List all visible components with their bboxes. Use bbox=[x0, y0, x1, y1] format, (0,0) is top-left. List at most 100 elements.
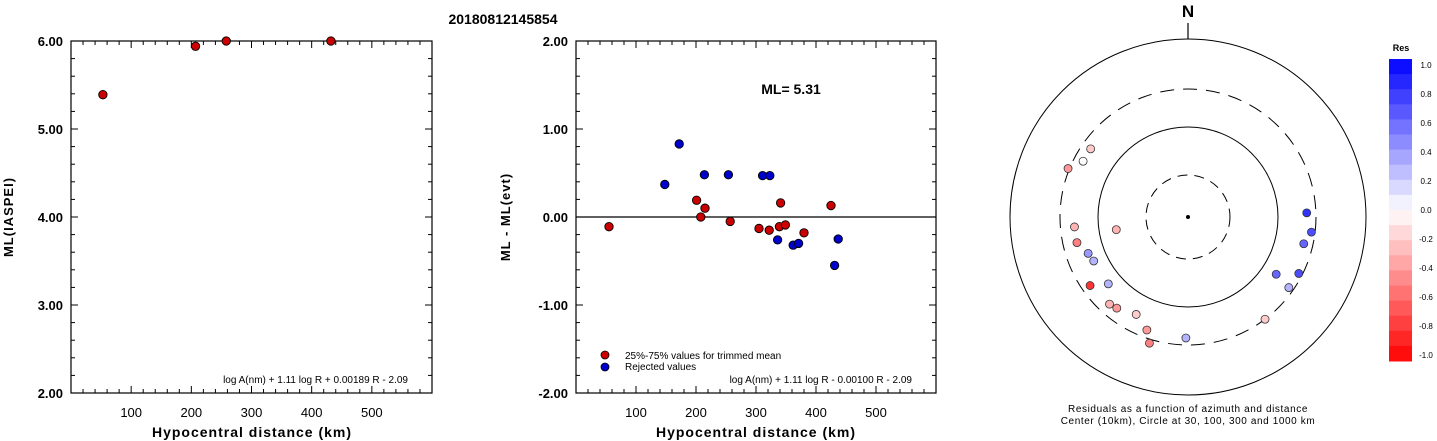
colorbar-cell bbox=[1389, 345, 1412, 362]
polar-data-point bbox=[1260, 314, 1270, 324]
legend-trimmed-marker bbox=[600, 350, 610, 360]
panel2-data-point bbox=[775, 198, 786, 208]
colorbar-tick-label: 0.6 bbox=[1420, 119, 1432, 128]
panel2-xlabel: Hypocentral distance (km) bbox=[656, 424, 856, 440]
residual-distance-panel: 100 200 300 400 500 -2.00 -1.00 0.00 1.00 2.00 ML… bbox=[498, 34, 937, 440]
panel1-formula: log A(nm) + 1.11 log R + 0.00189 R - 2.0… bbox=[223, 375, 408, 386]
colorbar-cell bbox=[1389, 330, 1412, 347]
polar-caption-1: Residuals as a function of azimuth and d… bbox=[1068, 404, 1308, 415]
panel2-data-point bbox=[604, 222, 614, 232]
panel2-data-point bbox=[696, 212, 706, 222]
panel2-ytick-label: 1.00 bbox=[543, 122, 568, 137]
colorbar-cell bbox=[1389, 240, 1412, 256]
colorbar-tick-label: 0.8 bbox=[1420, 90, 1432, 99]
colorbar-cell bbox=[1389, 89, 1412, 105]
panel2-data-point bbox=[691, 195, 702, 205]
colorbar-cell bbox=[1389, 59, 1412, 75]
panel2-data-point bbox=[780, 220, 791, 230]
legend-trimmed-label: 25%-75% values for trimmed mean bbox=[625, 351, 781, 362]
panel1-ytick-label: 2.00 bbox=[38, 386, 63, 401]
colorbar-tick-label: -0.4 bbox=[1419, 264, 1433, 273]
colorbar-cell bbox=[1389, 315, 1412, 332]
panel2-xtick-label: 200 bbox=[685, 405, 707, 420]
panel2-ylabel: ML - ML(evt) bbox=[498, 173, 513, 261]
polar-data-point bbox=[1070, 222, 1079, 232]
colorbar-cell bbox=[1389, 149, 1412, 166]
panel2-data-point bbox=[765, 170, 775, 181]
panel1-ylabel: ML(IASPEI) bbox=[1, 177, 16, 257]
panel2-data-point bbox=[772, 235, 783, 245]
panel1-data-point bbox=[326, 36, 336, 46]
polar-data-point bbox=[1181, 333, 1191, 343]
panel2-xtick-label: 100 bbox=[625, 405, 647, 420]
panel2-data-point bbox=[674, 139, 684, 149]
colorbar-tick-label: -0.2 bbox=[1419, 235, 1433, 244]
polar-data-point bbox=[1072, 238, 1082, 248]
polar-data-point bbox=[1103, 279, 1113, 289]
colorbar-tick-label: 0.4 bbox=[1420, 148, 1432, 157]
panel1-points bbox=[98, 36, 336, 100]
polar-data-point bbox=[1284, 283, 1294, 292]
panel2-data-point bbox=[833, 234, 843, 244]
colorbar-cell bbox=[1389, 134, 1412, 151]
legend-rejected-marker bbox=[600, 362, 610, 372]
polar-data-point bbox=[1299, 239, 1309, 249]
panel2-data-point bbox=[725, 216, 735, 227]
panel2-ticks: 100 200 300 400 500 -2.00 -1.00 0.00 1.00 2.00 bbox=[538, 34, 936, 420]
polar-data-point bbox=[1294, 269, 1304, 278]
colorbar-cell bbox=[1389, 104, 1412, 120]
panel2-data-point bbox=[700, 203, 710, 213]
colorbar-labels: 1.0 0.8 0.6 0.4 0.2 0.0 -0.2 -0.4 -0.6 -0.8 -1.0 bbox=[1419, 61, 1433, 360]
panel1-data-point bbox=[221, 36, 231, 46]
panel2-ytick-label: 0.00 bbox=[543, 210, 568, 225]
colorbar-cell bbox=[1389, 179, 1412, 196]
north-label: N bbox=[1182, 2, 1194, 21]
colorbar-cell bbox=[1389, 210, 1412, 226]
panel1-ytick-label: 3.00 bbox=[38, 298, 63, 313]
polar-data-point bbox=[1271, 269, 1281, 279]
panel2-data-point bbox=[829, 260, 840, 271]
panel2-xtick-label: 400 bbox=[805, 405, 827, 420]
panel1-ytick-label: 4.00 bbox=[38, 210, 63, 225]
panel1-xtick-label: 500 bbox=[361, 405, 383, 420]
panel1-xlabel: Hypocentral distance (km) bbox=[152, 424, 352, 440]
polar-data-point bbox=[1089, 256, 1099, 266]
colorbar-cell bbox=[1389, 74, 1412, 90]
colorbar-tick-label: 0.2 bbox=[1420, 177, 1432, 186]
colorbar-tick-label: -1.0 bbox=[1419, 351, 1433, 360]
magnitude-distance-panel: 100 200 300 400 500 2.00 3.00 4.00 5.00 6.00 Hypo… bbox=[1, 34, 433, 440]
figure-title: 20180812145854 bbox=[448, 11, 557, 27]
polar-data-point bbox=[1131, 310, 1141, 319]
polar-data-point bbox=[1083, 248, 1093, 258]
panel1-data-point bbox=[98, 90, 108, 100]
polar-data-point bbox=[1112, 303, 1122, 313]
colorbar-cells bbox=[1389, 59, 1412, 362]
ml-annotation: ML= 5.31 bbox=[761, 81, 821, 97]
polar-data-point bbox=[1142, 325, 1152, 335]
colorbar-title: Res bbox=[1393, 43, 1410, 53]
panel1-frame bbox=[70, 40, 433, 394]
panel2-data-point bbox=[826, 200, 836, 211]
colorbar: Res 1.0 0.8 0.6 0.4 0.2 0.0 -0.2 -0.4 -0.6 -0.8 -1… bbox=[1389, 43, 1433, 362]
panel2-data-point bbox=[660, 179, 670, 190]
colorbar-tick-label: -0.8 bbox=[1419, 322, 1433, 331]
polar-caption-2: Center (10km), Circle at 30, 100, 300 an… bbox=[1061, 416, 1316, 427]
colorbar-cell bbox=[1389, 225, 1412, 241]
legend-rejected-label: Rejected values bbox=[625, 362, 696, 373]
colorbar-tick-label: 1.0 bbox=[1420, 61, 1432, 70]
panel1-xtick-label: 100 bbox=[120, 405, 142, 420]
ring-1000km bbox=[1009, 38, 1367, 396]
ring-30km bbox=[1145, 174, 1231, 260]
azimuth-residual-panel: N Residuals as a function of azimuth and… bbox=[1009, 2, 1367, 427]
colorbar-tick-label: -0.6 bbox=[1419, 293, 1433, 302]
panel2-data-point bbox=[699, 170, 710, 180]
panel2-data-point bbox=[754, 223, 764, 234]
panel2-formula: log A(nm) + 1.11 log R - 0.00100 R - 2.0… bbox=[730, 375, 913, 386]
center-dot bbox=[1186, 215, 1190, 219]
colorbar-cell bbox=[1389, 285, 1412, 302]
panel2-xtick-label: 500 bbox=[865, 405, 887, 420]
panel2-data-point bbox=[799, 228, 809, 238]
panel2-ytick-label: 2.00 bbox=[543, 34, 568, 49]
colorbar-tick-label: 0.0 bbox=[1420, 206, 1432, 215]
panel2-data-point bbox=[723, 170, 734, 180]
